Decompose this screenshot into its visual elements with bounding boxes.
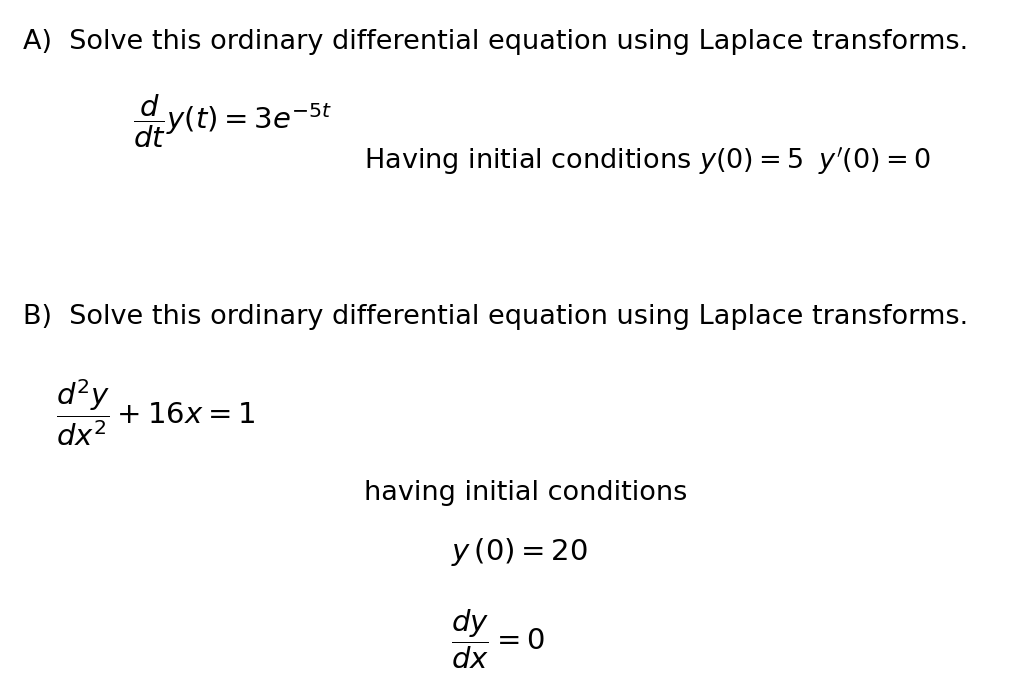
- Text: $y\,(0) = 20$: $y\,(0) = 20$: [451, 536, 588, 567]
- Text: Having initial conditions $y(0) = 5 \;\; y'(0) = 0$: Having initial conditions $y(0) = 5 \;\;…: [364, 145, 931, 177]
- Text: having initial conditions: having initial conditions: [364, 480, 687, 507]
- Text: $\dfrac{dy}{dx} = 0$: $\dfrac{dy}{dx} = 0$: [451, 608, 544, 671]
- Text: A)  Solve this ordinary differential equation using Laplace transforms.: A) Solve this ordinary differential equa…: [23, 29, 968, 55]
- Text: $\dfrac{d}{dt}y(t) = 3e^{-5t}$: $\dfrac{d}{dt}y(t) = 3e^{-5t}$: [133, 93, 332, 151]
- Text: B)  Solve this ordinary differential equation using Laplace transforms.: B) Solve this ordinary differential equa…: [23, 304, 968, 330]
- Text: $\dfrac{d^2y}{dx^2} + 16x = 1$: $\dfrac{d^2y}{dx^2} + 16x = 1$: [56, 377, 255, 448]
